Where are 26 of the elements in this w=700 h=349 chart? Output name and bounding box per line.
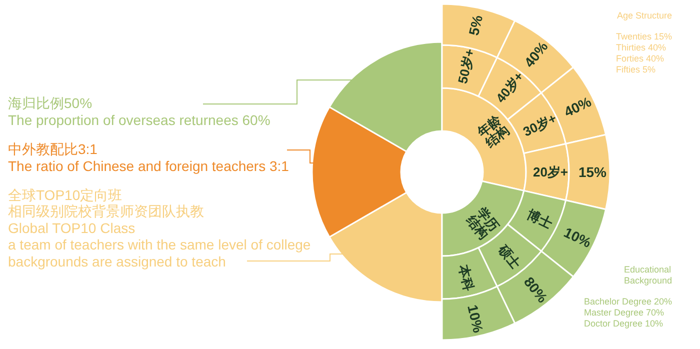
category-label: 本科 <box>456 262 476 292</box>
data-label: 15% <box>578 164 608 180</box>
text: 中外教配比3:1 <box>8 141 98 157</box>
text: Twenties 15% Thirties 40% Forties 40% Fifties 5% <box>616 32 672 74</box>
data-label: 10% <box>464 303 487 335</box>
data-label: 10% <box>561 224 594 251</box>
text: Bachelor Degree 20% Master Degree 70% Doctor Degree 10% <box>584 296 672 328</box>
data-label: 40% <box>561 93 594 120</box>
text: Age Structure <box>616 10 672 20</box>
category-label: 博士 <box>524 206 555 232</box>
data-label: 5% <box>465 13 486 37</box>
category-label: 20岁+ <box>532 164 568 180</box>
category-label: 50岁+ <box>454 47 478 85</box>
text: 年龄结构 <box>474 111 512 151</box>
text: 海归比例50% <box>8 95 92 111</box>
text: Global TOP10 Class <box>8 220 136 236</box>
text: a team of teachers with the same level of college backgrounds are assigned to teach <box>8 236 311 270</box>
text: 相同级别院校背景师资团队执教 <box>8 203 204 219</box>
category-label: 40岁+ <box>492 68 527 106</box>
text: Educational Background <box>624 264 672 286</box>
text: 学历结构 <box>463 204 502 242</box>
text: The proportion of overseas returnees 60% <box>8 112 270 128</box>
category-label: 硕士 <box>495 241 524 272</box>
text: The ratio of Chinese and foreign teachers 3:1 <box>8 158 290 174</box>
text: 全球TOP10定向班 <box>8 187 122 203</box>
category-label: 30岁+ <box>520 110 560 140</box>
